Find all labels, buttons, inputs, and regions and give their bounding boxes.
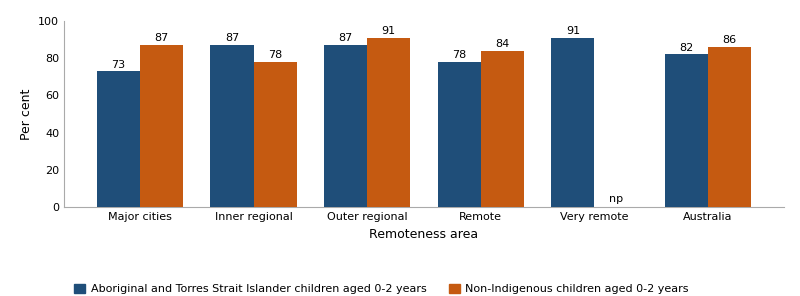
Bar bbox=[254, 62, 297, 207]
Bar bbox=[324, 45, 367, 207]
Bar bbox=[97, 71, 140, 207]
Text: np: np bbox=[609, 194, 623, 205]
Bar bbox=[481, 51, 524, 207]
X-axis label: Remoteness area: Remoteness area bbox=[370, 228, 478, 241]
Text: 86: 86 bbox=[722, 35, 737, 45]
Text: 87: 87 bbox=[225, 33, 239, 44]
Text: 91: 91 bbox=[566, 26, 580, 36]
Text: 84: 84 bbox=[495, 39, 510, 49]
Text: 78: 78 bbox=[452, 50, 466, 60]
Bar bbox=[438, 62, 481, 207]
Text: 73: 73 bbox=[111, 59, 126, 70]
Text: 78: 78 bbox=[268, 50, 282, 60]
Bar bbox=[551, 38, 594, 207]
Bar bbox=[708, 47, 751, 207]
Text: 82: 82 bbox=[679, 43, 694, 53]
Text: 87: 87 bbox=[154, 33, 169, 44]
Legend: Aboriginal and Torres Strait Islander children aged 0-2 years, Non-Indigenous ch: Aboriginal and Torres Strait Islander ch… bbox=[70, 280, 694, 296]
Bar bbox=[367, 38, 410, 207]
Y-axis label: Per cent: Per cent bbox=[19, 88, 33, 140]
Bar bbox=[140, 45, 183, 207]
Bar bbox=[665, 54, 708, 207]
Text: 91: 91 bbox=[382, 26, 396, 36]
Bar bbox=[210, 45, 254, 207]
Text: 87: 87 bbox=[338, 33, 353, 44]
